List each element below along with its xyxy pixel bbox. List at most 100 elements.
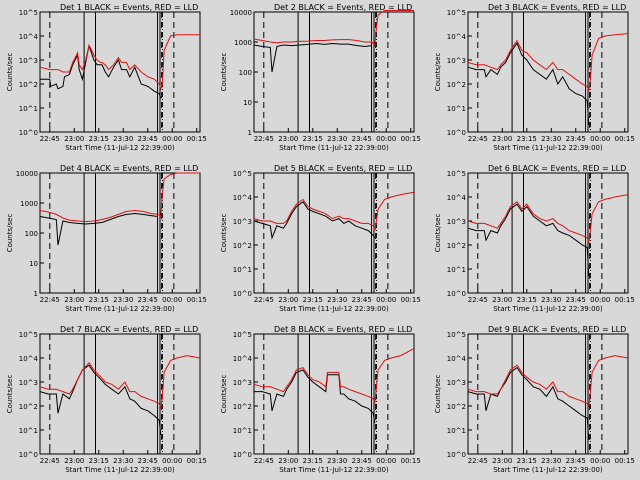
x-tick-label: 23:45 bbox=[138, 457, 158, 465]
y-tick-label: 10^4 bbox=[447, 194, 467, 202]
panel-title: Det 6 BLACK = Events, RED = LLD bbox=[488, 164, 626, 173]
panel-title: Det 8 BLACK = Events, RED = LLD bbox=[274, 325, 412, 334]
y-tick-label: 100 bbox=[25, 230, 38, 238]
detector-panel-2: Det 2 BLACK = Events, RED = LLD 1 10 100 100… bbox=[220, 3, 421, 152]
y-tick-label: 10^2 bbox=[19, 81, 38, 89]
plot-frame bbox=[39, 172, 201, 294]
x-tick-label: 23:00 bbox=[492, 296, 512, 304]
x-tick-label: 23:30 bbox=[327, 135, 347, 143]
y-axis-label: Counts/sec bbox=[434, 214, 442, 253]
x-tick-label: 22:45 bbox=[254, 457, 274, 465]
lld-series-line bbox=[39, 34, 200, 91]
plot-frame bbox=[467, 172, 629, 294]
y-tick-label: 10^4 bbox=[233, 355, 253, 363]
y-tick-label: 10^3 bbox=[233, 218, 252, 226]
x-tick-label: 00:15 bbox=[615, 296, 635, 304]
x-tick-label: 23:00 bbox=[492, 457, 512, 465]
x-tick-label: 23:45 bbox=[138, 135, 158, 143]
y-tick-label: 10^2 bbox=[447, 403, 466, 411]
y-tick-label: 10^4 bbox=[447, 33, 467, 41]
y-axis-label: Counts/sec bbox=[220, 214, 228, 253]
x-tick-label: 22:45 bbox=[254, 135, 274, 143]
x-tick-label: 00:15 bbox=[615, 135, 635, 143]
x-tick-label: 23:15 bbox=[303, 457, 323, 465]
events-series-line bbox=[253, 201, 376, 240]
y-tick-label: 10^3 bbox=[233, 379, 252, 387]
y-tick-label: 10^3 bbox=[19, 57, 38, 65]
x-tick-label: 23:30 bbox=[541, 135, 561, 143]
x-tick-label: 23:15 bbox=[517, 135, 537, 143]
panel-title: Det 3 BLACK = Events, RED = LLD bbox=[488, 3, 626, 12]
y-tick-label: 10^3 bbox=[19, 379, 38, 387]
x-axis-label: Start Time (11-Jul-12 22:39:00) bbox=[279, 144, 389, 152]
y-tick-label: 10^0 bbox=[447, 129, 466, 137]
y-tick-label: 1 bbox=[248, 129, 252, 137]
x-tick-label: 23:45 bbox=[352, 457, 372, 465]
x-tick-label: 22:45 bbox=[40, 135, 60, 143]
lld-series-line bbox=[253, 191, 415, 231]
x-tick-label: 00:00 bbox=[162, 457, 182, 465]
x-tick-label: 23:15 bbox=[517, 296, 537, 304]
detector-panel-1: Det 1 BLACK = Events, RED = LLD 10^0 10^1 1… bbox=[6, 3, 207, 152]
y-tick-label: 10^4 bbox=[447, 355, 467, 363]
events-series-line bbox=[467, 366, 590, 440]
x-tick-label: 23:00 bbox=[492, 135, 512, 143]
detector-panel-8: Det 8 BLACK = Events, RED = LLD 10^0 10^1 1… bbox=[220, 325, 421, 474]
plot-frame bbox=[253, 333, 415, 455]
y-tick-label: 10^0 bbox=[447, 290, 466, 298]
x-axis-label: Start Time (11-Jul-12 22:39:00) bbox=[493, 305, 603, 313]
x-tick-label: 23:45 bbox=[566, 457, 586, 465]
y-tick-label: 10^2 bbox=[233, 403, 252, 411]
y-tick-label: 10^0 bbox=[19, 129, 38, 137]
y-tick-label: 10^1 bbox=[19, 105, 38, 113]
y-axis-label: Counts/sec bbox=[6, 53, 14, 92]
detector-panel-4: Det 4 BLACK = Events, RED = LLD 1 10 100 100… bbox=[6, 164, 207, 313]
y-tick-label: 10^0 bbox=[233, 451, 252, 459]
y-tick-label: 10^5 bbox=[447, 170, 466, 178]
x-tick-label: 23:15 bbox=[303, 135, 323, 143]
y-tick-label: 10^5 bbox=[233, 331, 252, 339]
detector-panel-5: Det 5 BLACK = Events, RED = LLD 10^0 10^1 1… bbox=[220, 164, 421, 313]
y-tick-label: 10^1 bbox=[233, 266, 252, 274]
y-axis-label: Counts/sec bbox=[220, 53, 228, 92]
x-tick-label: 23:30 bbox=[113, 135, 133, 143]
panel-title: Det 5 BLACK = Events, RED = LLD bbox=[274, 164, 412, 173]
y-tick-label: 10 bbox=[243, 99, 252, 107]
x-tick-label: 23:15 bbox=[89, 135, 109, 143]
x-tick-label: 00:15 bbox=[615, 457, 635, 465]
y-tick-label: 10^5 bbox=[447, 9, 466, 17]
y-tick-label: 10^2 bbox=[19, 403, 38, 411]
x-tick-label: 22:45 bbox=[254, 296, 274, 304]
events-series-line bbox=[40, 43, 162, 99]
panel-title: Det 9 BLACK = Events, RED = LLD bbox=[488, 325, 626, 334]
x-tick-label: 00:00 bbox=[376, 135, 396, 143]
x-tick-label: 23:15 bbox=[89, 296, 109, 304]
y-tick-label: 10^4 bbox=[19, 355, 39, 363]
detector-panel-3: Det 3 BLACK = Events, RED = LLD 10^0 10^1 1… bbox=[434, 3, 635, 152]
panel-title: Det 4 BLACK = Events, RED = LLD bbox=[60, 164, 198, 173]
plot-frame bbox=[39, 11, 201, 133]
events-series-line bbox=[39, 212, 158, 246]
x-axis-label: Start Time (11-Jul-12 22:39:00) bbox=[493, 144, 603, 152]
plot-frame bbox=[467, 333, 629, 455]
x-tick-label: 23:45 bbox=[138, 296, 158, 304]
x-tick-label: 23:00 bbox=[278, 135, 298, 143]
y-tick-label: 1000 bbox=[20, 200, 38, 208]
y-axis-label: Counts/sec bbox=[434, 375, 442, 414]
y-axis-label: Counts/sec bbox=[6, 214, 14, 253]
y-tick-label: 1000 bbox=[234, 39, 252, 47]
x-tick-label: 23:45 bbox=[566, 135, 586, 143]
lld-series-line bbox=[39, 355, 201, 409]
x-tick-label: 00:00 bbox=[376, 457, 396, 465]
x-tick-label: 00:00 bbox=[590, 457, 610, 465]
y-tick-label: 10^1 bbox=[233, 427, 252, 435]
panel-title: Det 7 BLACK = Events, RED = LLD bbox=[60, 325, 198, 334]
y-tick-label: 10^5 bbox=[233, 170, 252, 178]
lld-series-line bbox=[253, 347, 415, 404]
x-tick-label: 23:15 bbox=[303, 296, 323, 304]
x-tick-label: 23:30 bbox=[327, 296, 347, 304]
x-tick-label: 23:45 bbox=[566, 296, 586, 304]
x-axis-label: Start Time (11-Jul-12 22:39:00) bbox=[65, 466, 175, 474]
x-tick-label: 23:00 bbox=[64, 457, 84, 465]
y-tick-label: 10^5 bbox=[447, 331, 466, 339]
